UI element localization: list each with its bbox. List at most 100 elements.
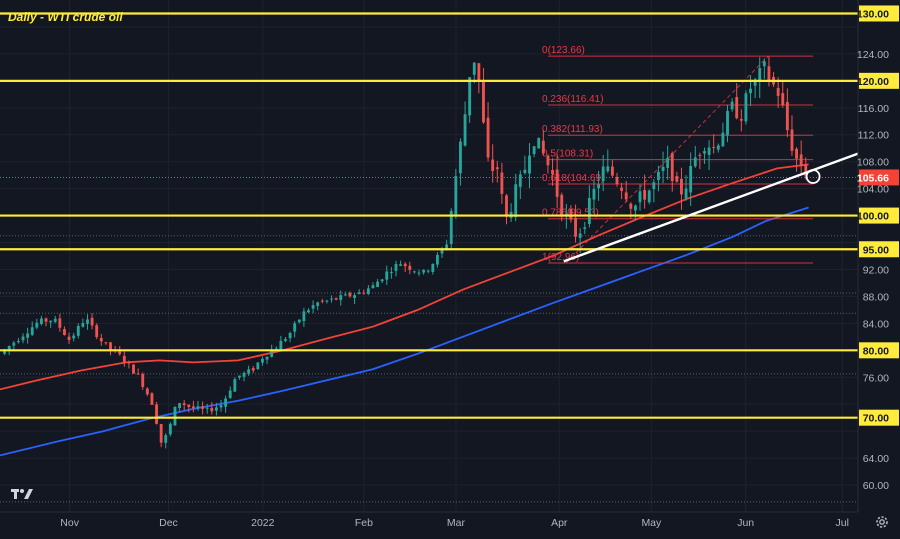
candle-body [72, 335, 76, 339]
candle-body [463, 114, 467, 146]
candle-body [601, 166, 605, 182]
candle-body [210, 407, 214, 412]
candle-body [449, 210, 453, 245]
time-axis-tick-label: Mar [447, 517, 466, 529]
candle-body [173, 406, 177, 426]
candle-body [587, 197, 591, 224]
candle-body [371, 285, 375, 289]
candle-body [482, 80, 485, 123]
candle-body [265, 356, 269, 360]
chart-title: Daily - WTI crude oil [8, 10, 123, 24]
price-axis-tick-label: 84.00 [863, 318, 889, 330]
candle-body [214, 407, 218, 411]
time-axis-tick-label: Feb [355, 517, 373, 529]
candle-body [758, 67, 762, 82]
candle-body [187, 404, 191, 407]
candle-body [288, 333, 292, 339]
candle-body [505, 195, 508, 217]
candle-body [40, 318, 43, 325]
candle-body [238, 375, 241, 378]
candle-body [422, 269, 426, 273]
candle-body [592, 188, 596, 200]
price-tag-label: 80.00 [863, 345, 889, 357]
candle-body [528, 155, 531, 174]
candle-body [58, 318, 62, 328]
time-axis-tick-label: Apr [551, 517, 568, 529]
candle-body [749, 88, 752, 94]
candle-body [486, 117, 490, 158]
candle-body [620, 187, 624, 191]
time-axis-tick-label: May [641, 517, 662, 529]
candle-body [408, 265, 412, 270]
candle-body [739, 118, 743, 121]
candle-body [35, 322, 39, 328]
price-tag-box [859, 409, 899, 426]
candle-body [145, 388, 149, 395]
tradingview-logo-icon[interactable] [10, 486, 34, 502]
candle-body [624, 192, 628, 200]
fib-level-label: 0.236(116.41) [542, 94, 604, 105]
candle-body [256, 362, 260, 370]
candle-body [219, 405, 223, 408]
candle-body [514, 184, 518, 218]
candle-body [343, 294, 347, 296]
time-axis-panel [0, 512, 900, 534]
candle-body [569, 208, 573, 220]
candle-body [661, 166, 665, 171]
price-tag-label: 120.00 [857, 76, 889, 88]
candle-body [712, 146, 716, 148]
fib-level-label: 1(92.96) [542, 252, 579, 263]
fib-level-label: 0.5(108.31) [542, 149, 593, 160]
candle-body [583, 227, 587, 229]
candle-body [26, 333, 30, 338]
candle-body [320, 300, 324, 302]
candle-body [693, 157, 697, 167]
fib-level-label: 0(123.66) [542, 45, 585, 56]
price-axis-tick-label: 124.00 [857, 49, 889, 61]
candle-body [412, 271, 416, 273]
price-tag-label: 95.00 [863, 244, 889, 256]
candle-body [86, 319, 89, 324]
gear-icon[interactable] [874, 514, 890, 530]
price-axis-tick-label: 104.00 [857, 184, 889, 196]
candle-body [104, 342, 108, 344]
moving-average-red [0, 163, 809, 391]
candle-body [224, 398, 228, 407]
candle-body [399, 264, 403, 266]
candle-body [716, 145, 720, 150]
candle-body [118, 351, 122, 355]
candle-body [247, 369, 251, 374]
candle-body [242, 372, 246, 377]
candle-body [615, 176, 619, 184]
candle-body [689, 165, 693, 193]
candle-body [555, 169, 559, 197]
time-axis-tick-label: 2022 [251, 517, 275, 529]
price-tag-box [859, 241, 899, 258]
candle-body [804, 164, 808, 177]
price-axis-tick-label: 60.00 [863, 480, 889, 492]
fib-level-label: 0.382(111.93) [542, 124, 603, 135]
candle-body [380, 279, 384, 282]
candle-body [90, 317, 94, 326]
candle-body [795, 148, 798, 159]
candle-body [435, 254, 439, 265]
candle-body [330, 298, 333, 300]
price-axis-tick-label: 108.00 [857, 157, 889, 169]
candle-body [495, 167, 499, 170]
candle-body [426, 270, 430, 272]
candle-body [228, 390, 232, 398]
candle-body [44, 318, 48, 322]
candle-body [491, 159, 495, 172]
moving-average-blue [0, 206, 809, 457]
candle-body [30, 327, 34, 335]
current-price-label: 105.66 [857, 172, 889, 184]
candle-body [12, 342, 16, 346]
candle-body [744, 93, 748, 122]
candle-body [366, 288, 370, 294]
candle-body [334, 298, 338, 300]
candle-body [440, 248, 444, 254]
price-axis-tick-label: 116.00 [858, 103, 889, 115]
price-tag-label: 130.00 [857, 8, 889, 20]
